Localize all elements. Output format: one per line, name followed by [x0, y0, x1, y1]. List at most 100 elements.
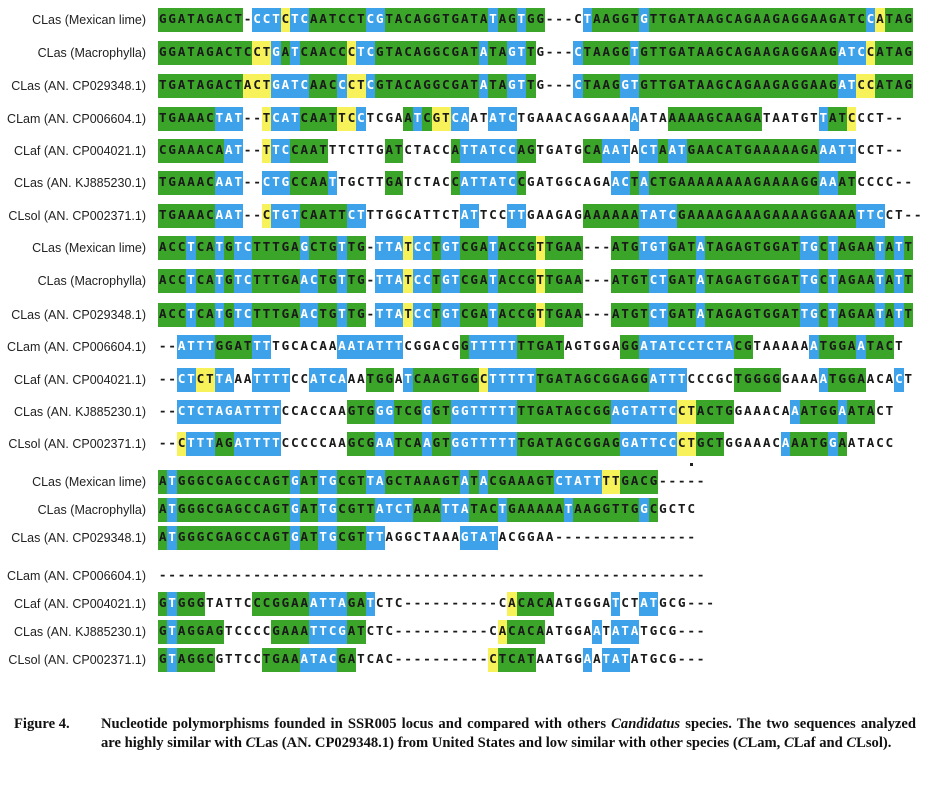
nucleotide: G: [762, 368, 772, 392]
nucleotide: C: [309, 404, 318, 419]
nucleotide: -: [460, 568, 469, 583]
nucleotide: C: [281, 404, 290, 419]
nucleotide: G: [790, 8, 800, 32]
nucleotide: C: [648, 498, 659, 522]
nucleotide: A: [714, 204, 725, 228]
nucleotide: C: [639, 470, 649, 494]
nucleotide: -: [687, 596, 696, 611]
nucleotide: G: [450, 8, 460, 32]
nucleotide: T: [309, 648, 319, 672]
nucleotide: A: [516, 470, 527, 494]
nucleotide: T: [403, 498, 413, 522]
nucleotide: A: [894, 74, 904, 98]
nucleotide: A: [611, 303, 621, 327]
nucleotide: A: [714, 269, 725, 293]
nucleotide: C: [299, 41, 309, 65]
nucleotide: C: [347, 143, 356, 158]
nucleotide: G: [450, 74, 460, 98]
nucleotide: A: [186, 171, 196, 195]
nucleotide: C: [667, 432, 678, 456]
sequence-label: CLas (Macrophylla): [37, 503, 146, 517]
nucleotide: G: [535, 335, 545, 359]
nucleotide: G: [186, 620, 196, 644]
nucleotide: -: [338, 568, 346, 583]
nucleotide: G: [771, 8, 781, 32]
nucleotide: G: [214, 335, 225, 359]
nucleotide: C: [290, 139, 300, 163]
nucleotide: T: [309, 470, 319, 494]
nucleotide: A: [629, 432, 640, 456]
nucleotide: T: [846, 171, 857, 195]
nucleotide: T: [488, 526, 498, 550]
nucleotide: A: [375, 652, 384, 667]
nucleotide: T: [658, 74, 668, 98]
nucleotide: T: [516, 400, 527, 424]
nucleotide: T: [818, 107, 829, 131]
nucleotide: G: [526, 269, 536, 293]
nucleotide: T: [799, 303, 810, 327]
caption-text-part: Lsol).: [856, 735, 892, 751]
nucleotide: G: [771, 41, 781, 65]
nucleotide: T: [733, 139, 744, 163]
nucleotide: A: [422, 470, 432, 494]
nucleotide: G: [394, 208, 403, 223]
nucleotide: -: [168, 568, 177, 583]
nucleotide: -: [545, 78, 554, 93]
nucleotide: G: [271, 592, 281, 616]
nucleotide: T: [186, 335, 196, 359]
nucleotide: G: [158, 8, 168, 32]
nucleotide: A: [620, 204, 630, 228]
nucleotide: C: [582, 139, 593, 163]
nucleotide: C: [705, 432, 715, 456]
nucleotide: C: [299, 204, 309, 228]
nucleotide: T: [167, 526, 177, 550]
nucleotide: -: [168, 372, 177, 387]
nucleotide: C: [818, 236, 829, 260]
nucleotide: G: [582, 368, 593, 392]
nucleotide: C: [319, 436, 328, 451]
nucleotide: C: [290, 372, 299, 387]
nucleotide: T: [167, 648, 177, 672]
nucleotide: A: [346, 648, 357, 672]
nucleotide: -: [517, 568, 526, 583]
nucleotide: G: [375, 8, 385, 32]
nucleotide: G: [233, 470, 243, 494]
nucleotide: A: [780, 432, 791, 456]
nucleotide: T: [366, 111, 375, 126]
nucleotide: A: [318, 648, 328, 672]
nucleotide: C: [327, 41, 338, 65]
nucleotide: A: [875, 335, 885, 359]
nucleotide: G: [375, 400, 385, 424]
nucleotide: -: [583, 240, 592, 255]
nucleotide: T: [648, 74, 659, 98]
nucleotide: T: [753, 339, 762, 354]
nucleotide: A: [431, 498, 442, 522]
nucleotide: C: [687, 502, 696, 517]
nucleotide: G: [828, 432, 838, 456]
nucleotide: G: [507, 8, 517, 32]
nucleotide: T: [318, 592, 328, 616]
nucleotide: A: [365, 335, 376, 359]
nucleotide: -: [366, 568, 375, 583]
nucleotide: A: [478, 41, 489, 65]
nucleotide: G: [441, 368, 451, 392]
nucleotide: A: [847, 436, 856, 451]
nucleotide: C: [705, 400, 715, 424]
nucleotide: T: [186, 303, 196, 327]
nucleotide: G: [167, 171, 177, 195]
nucleotide: G: [724, 400, 734, 424]
nucleotide: A: [762, 41, 772, 65]
nucleotide: G: [186, 592, 196, 616]
nucleotide: A: [309, 8, 319, 32]
nucleotide: T: [497, 498, 508, 522]
nucleotide: G: [592, 111, 601, 126]
caption-text-part: Nucleotide polymorphisms founded in SSR0…: [101, 716, 612, 732]
nucleotide: G: [526, 530, 535, 545]
sequence-label: CLas (Mexican lime): [32, 241, 146, 255]
nucleotide: C: [224, 41, 234, 65]
nucleotide: A: [384, 432, 394, 456]
nucleotide: A: [309, 41, 319, 65]
sequence-label: CLsol (AN. CP002371.1): [8, 653, 146, 667]
nucleotide: G: [271, 498, 281, 522]
nucleotide: G: [271, 648, 281, 672]
